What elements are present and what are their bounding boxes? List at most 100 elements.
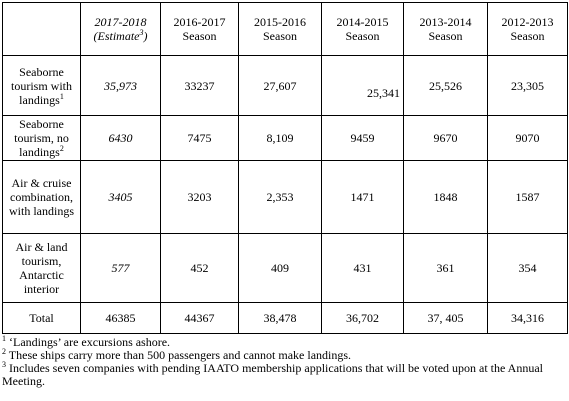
value: 37, 405 <box>427 311 464 325</box>
value: 34,316 <box>511 311 544 325</box>
value: 46385 <box>105 311 136 325</box>
value-cell: 38,478 <box>238 302 322 334</box>
value-cell: 354 <box>487 233 568 303</box>
row-label: Seaborne tourism, no landings2 <box>2 115 81 161</box>
header-cell: 2014-2015 Season <box>321 2 404 56</box>
footnote-mark: 3 <box>2 360 6 369</box>
header-cell: 2013-2014 Season <box>403 2 488 56</box>
footnote-ref: 1 <box>59 91 64 101</box>
footnote-ref: 2 <box>59 144 64 153</box>
table-row: Air & land tourism, Antarctic interior 57… <box>2 233 568 303</box>
value: 3203 <box>187 190 212 204</box>
header-line: 2012-2013 <box>501 15 554 29</box>
value-cell: 46385 <box>80 302 161 334</box>
value-cell: 2,353 <box>238 160 322 234</box>
value: 1471 <box>350 190 375 204</box>
label-text: Seaborne tourism with landings <box>10 64 72 107</box>
value-cell: 27,607 <box>238 55 322 116</box>
label-text: Air & land tourism, Antarctic interior <box>15 240 68 296</box>
value: 23,305 <box>511 78 544 93</box>
value: 354 <box>518 261 537 275</box>
footnote-mark: 1 <box>2 334 6 343</box>
header-line: 2017-2018 <box>94 15 147 29</box>
value-cell: 34,316 <box>487 302 568 334</box>
value-cell: 361 <box>403 233 488 303</box>
value-cell: 409 <box>238 233 322 303</box>
value-cell: 9459 <box>321 115 404 161</box>
footnote: 2 These ships carry more than 500 passen… <box>2 347 567 362</box>
value: 431 <box>353 261 372 275</box>
value: 452 <box>190 261 209 275</box>
value: 6430 <box>108 131 133 145</box>
label-text: Total <box>29 311 54 325</box>
value: 33237 <box>184 78 215 93</box>
value: 27,607 <box>263 78 297 93</box>
value: 25,526 <box>429 78 462 93</box>
value: 361 <box>436 261 455 275</box>
header-line: 2015-2016 <box>254 15 306 29</box>
value-cell: 9070 <box>487 115 568 161</box>
row-label: Air & cruise combination, with landings <box>2 160 81 234</box>
label-text: Air & cruise combination, with landings <box>9 176 74 218</box>
value: 577 <box>111 261 130 275</box>
header-close: ) <box>143 29 148 43</box>
header-line: (Estimate <box>93 29 140 43</box>
header-line: Season <box>263 29 297 43</box>
header-cell: 2017-2018 (Estimate3) <box>80 2 161 56</box>
value: 1848 <box>433 190 458 204</box>
value: 3405 <box>108 190 133 204</box>
value: 44367 <box>184 311 215 325</box>
value: 1587 <box>515 190 540 204</box>
value-cell: 431 <box>321 233 404 303</box>
header-cell: 2016-2017 Season <box>160 2 239 56</box>
table-row: Seaborne tourism with landings1 35,973 332… <box>2 55 568 116</box>
value-cell: 36,702 <box>321 302 404 334</box>
value-cell: 577 <box>80 233 161 303</box>
value: 9670 <box>433 131 458 145</box>
value-cell: 452 <box>160 233 239 303</box>
header-line: Season <box>345 29 380 43</box>
value: 36,702 <box>346 311 379 325</box>
header-cell: 2012-2013 Season <box>487 2 568 56</box>
table-row: Seaborne tourism, no landings2 6430 7475 8,… <box>2 115 568 161</box>
value-cell: 8,109 <box>238 115 322 161</box>
footnote-text: These ships carry more than 500 passenge… <box>6 348 352 362</box>
footnote: 3 Includes seven companies with pending … <box>2 360 567 388</box>
value-cell: 1471 <box>321 160 404 234</box>
value: 7475 <box>187 131 212 145</box>
value: 35,973 <box>104 78 137 93</box>
header-row: 2017-2018 (Estimate3) 2016-2017 Season 2015-… <box>2 2 568 56</box>
value: 9070 <box>515 131 540 145</box>
label-text: Seaborne tourism, no landings <box>14 117 69 159</box>
value: 8,109 <box>266 131 294 145</box>
value-cell: 7475 <box>160 115 239 161</box>
value: 409 <box>271 261 289 275</box>
value-cell: 35,973 <box>80 55 161 116</box>
value-cell: 1848 <box>403 160 488 234</box>
value-cell: 44367 <box>160 302 239 334</box>
value-cell: 9670 <box>403 115 488 161</box>
value: 38,478 <box>263 311 297 325</box>
header-line: Season <box>428 29 463 43</box>
footnote: 1 ‘Landings’ are excursions ashore. <box>2 334 567 349</box>
footnote-text: Includes seven companies with pending IA… <box>2 361 543 388</box>
header-line: Season <box>182 29 217 43</box>
header-line: 2014-2015 <box>336 15 389 29</box>
value-cell: 3405 <box>80 160 161 234</box>
data-table: 2017-2018 (Estimate3) 2016-2017 Season 2015-… <box>2 2 568 334</box>
value-cell: 23,305 <box>487 55 568 116</box>
table-row: Air & cruise combination, with landings 3… <box>2 160 568 234</box>
table-row: Total 46385 44367 38,478 36,702 37, 405 34,316 <box>2 302 568 334</box>
document: 2017-2018 (Estimate3) 2016-2017 Season 2015-… <box>2 2 568 388</box>
value: 9459 <box>350 131 375 145</box>
value-cell: 3203 <box>160 160 239 234</box>
value-cell: 25,526 <box>403 55 488 116</box>
header-line: 2016-2017 <box>173 15 226 29</box>
value-cell: 6430 <box>80 115 161 161</box>
value-cell: 25,341 <box>321 55 404 116</box>
value: 2,353 <box>266 190 294 204</box>
footnote-ref: 3 <box>139 28 144 37</box>
footnote-mark: 2 <box>2 347 6 356</box>
corner-cell <box>2 2 81 56</box>
